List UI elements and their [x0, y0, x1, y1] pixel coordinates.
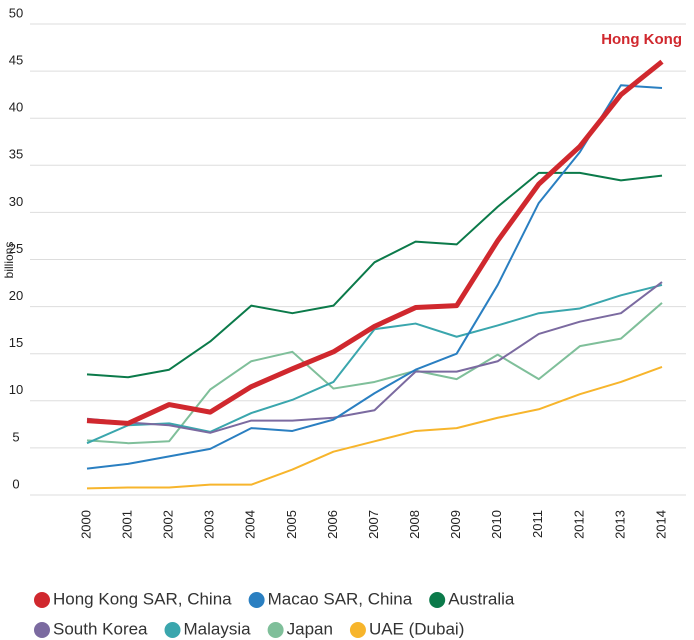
x-tick-label: 2003	[202, 510, 217, 539]
line-series	[86, 283, 663, 445]
y-tick-label: 15	[9, 335, 23, 350]
x-tick-label: 2013	[612, 510, 627, 539]
y-tick-label: 25	[9, 241, 23, 256]
legend-label: Australia	[448, 589, 515, 608]
line-series	[86, 84, 663, 470]
legend-marker	[349, 622, 366, 638]
x-tick-label: 2001	[120, 510, 135, 539]
y-tick-label: 40	[9, 100, 23, 115]
x-tick-label: 2009	[448, 510, 463, 539]
x-tick-label: 2000	[78, 510, 93, 539]
legend-label: South Korea	[53, 619, 148, 638]
legend-marker	[34, 592, 50, 608]
x-tick-label: 2014	[653, 510, 668, 539]
line-series	[86, 365, 663, 490]
x-tick-label: 2007	[366, 510, 381, 539]
legend-marker	[248, 592, 265, 608]
x-tick-label: 2004	[243, 510, 258, 539]
y-tick-label: 45	[9, 53, 23, 68]
legend-label: Japan	[287, 619, 333, 638]
legend-marker	[267, 622, 284, 638]
x-tick-label: 2008	[407, 510, 422, 539]
x-tick-label: 2011	[530, 510, 545, 538]
y-tick-label: 5	[12, 429, 19, 444]
y-axis-label: billions	[2, 242, 16, 279]
y-tick-label: 0	[12, 476, 19, 491]
x-tick-label: 2005	[284, 510, 299, 539]
x-tick-label: 2010	[489, 510, 504, 539]
line-series	[86, 302, 663, 445]
line-series	[86, 171, 663, 379]
legend-label: UAE (Dubai)	[369, 619, 464, 638]
legend-label: Hong Kong SAR, China	[53, 589, 232, 608]
legend-label: Malaysia	[184, 619, 252, 638]
y-tick-label: 10	[9, 382, 23, 397]
legend-marker	[34, 622, 50, 638]
annotation: Hong Kong	[601, 31, 682, 48]
x-tick-label: 2012	[571, 510, 586, 539]
x-tick-label: 2002	[161, 510, 176, 539]
y-tick-label: 20	[9, 288, 23, 303]
line-series	[86, 59, 664, 426]
legend-label: Macao SAR, China	[268, 589, 413, 608]
y-tick-label: 50	[9, 5, 23, 20]
line-series	[86, 281, 663, 434]
y-tick-label: 30	[9, 194, 23, 209]
y-tick-label: 35	[9, 147, 23, 162]
legend-marker	[429, 592, 446, 608]
legend-marker	[164, 622, 181, 638]
x-tick-label: 2006	[325, 510, 340, 539]
